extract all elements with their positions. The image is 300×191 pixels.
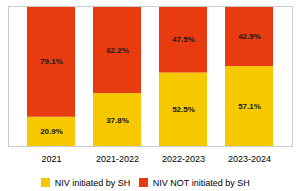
svg-text:47.5%: 47.5% (172, 35, 195, 44)
svg-text:20.9%: 20.9% (40, 127, 63, 136)
svg-text:42.9%: 42.9% (238, 32, 261, 41)
svg-text:2023-2024: 2023-2024 (228, 154, 271, 164)
html-text:NIV initiated by SH: NIV initiated by SH (54, 177, 131, 188)
svg-text:52.5%: 52.5% (172, 105, 195, 114)
html-text:NIV NOT initiated by SH: NIV NOT initiated by SH (152, 177, 250, 188)
svg-text:37.8%: 37.8% (106, 116, 129, 125)
svg-text:2021-2022: 2021-2022 (96, 154, 139, 164)
svg-text:2021: 2021 (41, 154, 61, 164)
svg-text:2022-2023: 2022-2023 (162, 154, 205, 164)
svg-text:62.2%: 62.2% (106, 46, 129, 55)
svg-text:79.1%: 79.1% (40, 57, 63, 66)
svg-text:57.1%: 57.1% (238, 102, 261, 111)
